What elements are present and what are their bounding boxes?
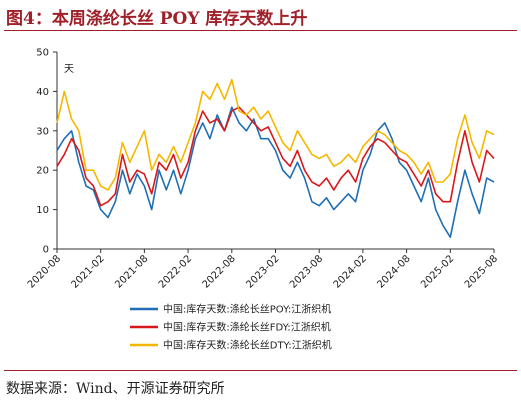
legend: 中国:库存天数:涤纶长丝POY:江浙织机中国:库存天数:涤纶长丝FDY:江浙织机… <box>130 303 332 352</box>
series-line-2 <box>56 106 495 207</box>
y-tick-label: 50 <box>36 48 49 59</box>
y-tick-label: 10 <box>36 205 49 216</box>
x-tick-label: 2021-02 <box>69 253 106 290</box>
legend-label-2: 中国:库存天数:涤纶长丝FDY:江浙织机 <box>163 321 331 334</box>
figure-title: 图4：本周涤纶长丝 POY 库存天数上升 <box>6 9 308 29</box>
y-axis-unit-label: 天 <box>64 64 74 75</box>
x-tick-label: 2025-08 <box>463 253 500 290</box>
x-tick-label: 2021-08 <box>113 253 150 290</box>
title-rule <box>4 30 517 31</box>
y-tick-label: 30 <box>36 126 49 137</box>
data-source-note: 数据来源：Wind、开源证券研究所 <box>6 381 225 397</box>
x-tick-label: 2025-02 <box>419 253 456 290</box>
series-line-3 <box>56 78 495 191</box>
x-tick-label: 2024-02 <box>332 253 369 290</box>
x-tick-label: 2023-08 <box>288 253 325 290</box>
x-tick-label: 2020-08 <box>26 253 63 290</box>
x-tick-label: 2023-02 <box>244 253 281 290</box>
legend-label-3: 中国:库存天数:涤纶长丝DTY:江浙织机 <box>163 339 332 352</box>
series-lines <box>56 78 495 238</box>
x-tick-label: 2024-08 <box>375 253 412 290</box>
x-tick-label: 2022-02 <box>157 253 194 290</box>
x-tick-label: 2022-08 <box>201 253 238 290</box>
series-line-1 <box>56 106 495 238</box>
y-tick-label: 20 <box>36 166 49 177</box>
y-tick-label: 40 <box>36 87 49 98</box>
y-tick-label: 0 <box>43 245 49 256</box>
legend-label-1: 中国:库存天数:涤纶长丝POY:江浙织机 <box>163 303 331 316</box>
source-rule <box>4 370 517 371</box>
